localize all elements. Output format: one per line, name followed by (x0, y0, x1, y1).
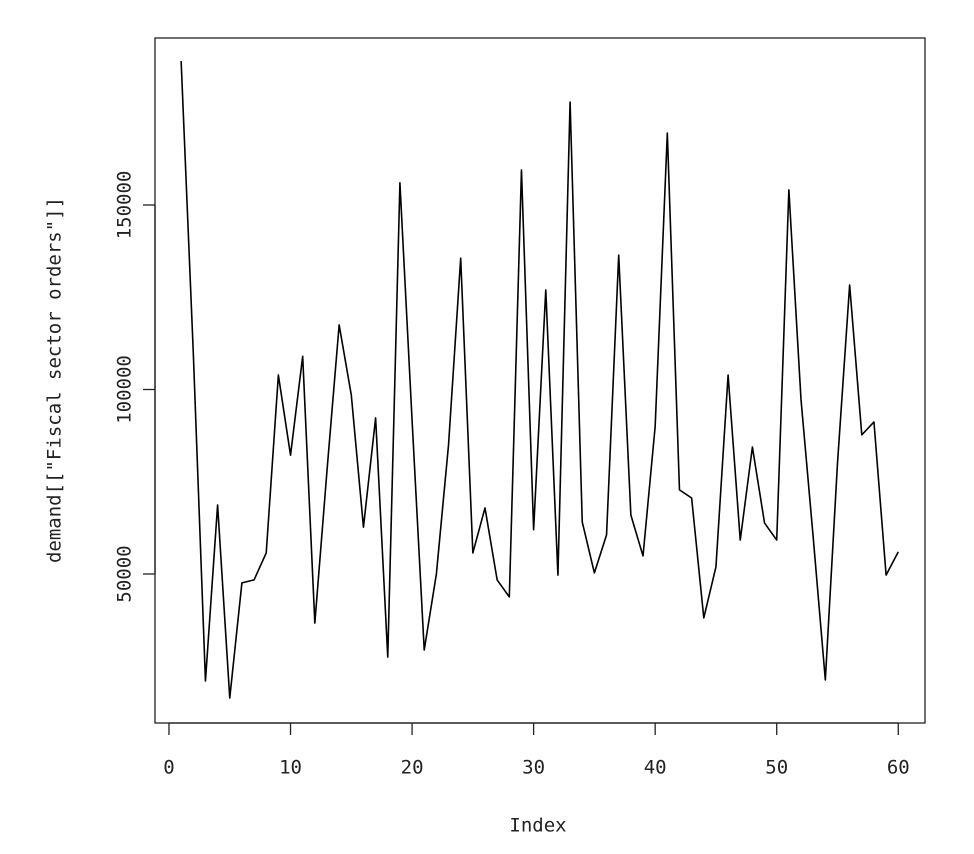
x-tick-label: 60 (887, 757, 910, 779)
x-tick-label: 30 (522, 757, 545, 779)
y-axis-label: demand[["Fiscal sector orders"]] (44, 197, 66, 563)
x-tick-label: 50 (765, 757, 788, 779)
x-axis-label: Index (509, 815, 566, 837)
y-tick-label: 100000 (114, 355, 136, 424)
data-line (180, 61, 899, 699)
x-tick-label: 10 (279, 757, 302, 779)
x-tick-label: 40 (644, 757, 667, 779)
plot-box (154, 37, 926, 724)
x-tick-label: 0 (163, 757, 174, 779)
x-tick-label: 20 (401, 757, 424, 779)
y-tick-label: 150000 (114, 171, 136, 240)
y-tick-label: 50000 (114, 545, 136, 602)
